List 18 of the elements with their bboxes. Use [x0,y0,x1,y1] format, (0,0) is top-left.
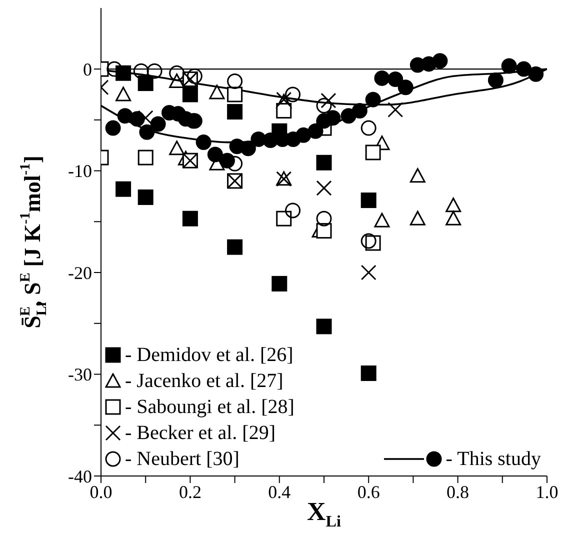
x-tick-label: 0.2 [178,482,202,502]
x-tick-label: 0.4 [268,482,291,502]
x-tick-label: 0.6 [357,482,380,502]
x-tick-label: 1.0 [536,482,558,502]
legend-label: - Neubert [30] [125,448,240,470]
y-tick-label: 0 [83,59,92,80]
y-tick-label: -20 [68,262,92,283]
y-tick-label: -10 [68,161,92,182]
legend-label: - Becker et al. [29] [125,422,276,444]
legend-label: - Jacenko et al. [27] [125,370,284,392]
legend-label: - Saboungi et al. [28] [125,396,294,418]
y-tick-label: -30 [68,364,92,385]
legend-label: - Demidov et al. [26] [125,344,294,366]
legend-label: - This study [446,448,541,470]
y-tick-label: -40 [68,466,92,486]
x-axis-title: X$_{Li}$ [306,497,342,530]
x-tick-label: 0.0 [90,482,112,502]
x-tick-label: 0.8 [446,482,470,502]
